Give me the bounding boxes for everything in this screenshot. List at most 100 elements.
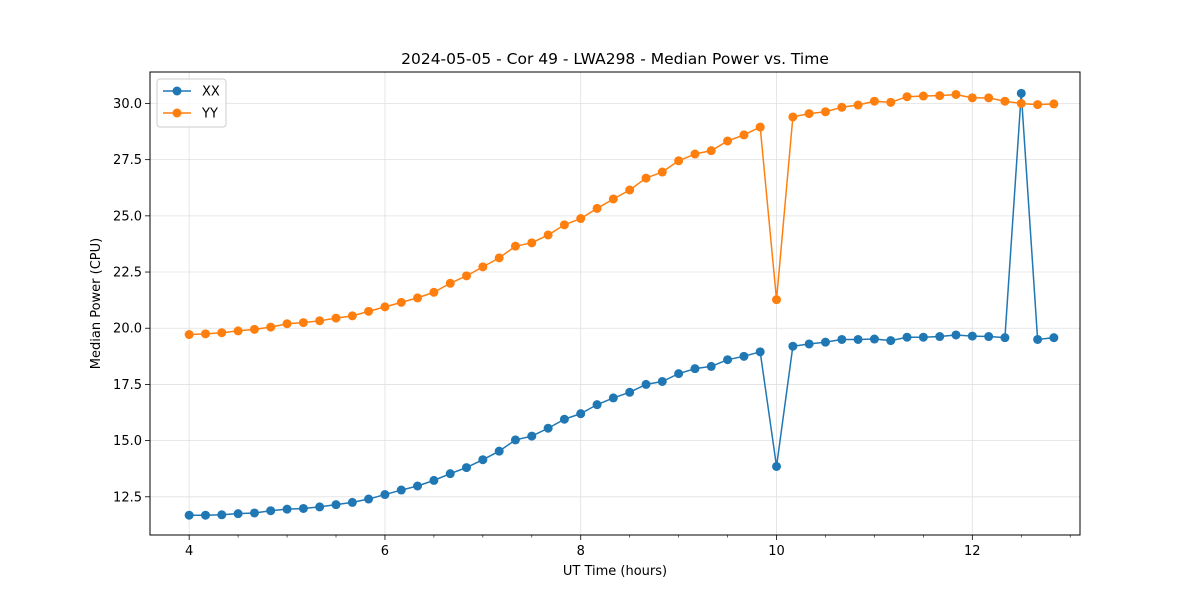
data-point-xx xyxy=(984,332,994,342)
data-point-xx xyxy=(674,369,684,379)
data-point-xx xyxy=(315,502,325,512)
y-tick-label: 20.0 xyxy=(113,322,142,337)
data-point-yy xyxy=(576,214,586,224)
data-point-xx xyxy=(1049,333,1059,343)
data-point-xx xyxy=(429,475,439,485)
data-point-yy xyxy=(429,287,439,297)
data-point-yy xyxy=(674,156,684,166)
axis-ticks: 4 6 8 10 12 12.5 15.0 17.5 20.0 22.5 25.0 27.5 30.0 xyxy=(113,97,1071,559)
legend-marker-yy xyxy=(172,108,182,118)
y-tick-label: 22.5 xyxy=(113,266,142,281)
x-axis-label: UT Time (hours) xyxy=(563,564,667,579)
y-tick-label: 25.0 xyxy=(113,209,142,224)
data-point-xx xyxy=(739,351,749,361)
data-point-yy xyxy=(559,220,569,230)
data-point-yy xyxy=(772,295,782,305)
y-axis-label: Median Power (CPU) xyxy=(89,238,104,369)
data-point-yy xyxy=(853,100,863,110)
data-point-xx xyxy=(266,506,276,516)
data-point-yy xyxy=(1049,99,1059,109)
data-point-yy xyxy=(331,313,341,323)
legend-label-yy: YY xyxy=(201,107,218,122)
legend: XX YY xyxy=(156,78,227,128)
data-point-yy xyxy=(282,319,292,329)
data-point-xx xyxy=(201,510,211,520)
data-point-xx xyxy=(837,334,847,344)
data-point-xx xyxy=(935,332,945,342)
y-tick-label: 30.0 xyxy=(113,97,142,112)
data-point-xx xyxy=(657,376,667,386)
data-point-yy xyxy=(788,112,798,122)
data-point-xx xyxy=(364,494,374,504)
data-point-xx xyxy=(706,361,716,371)
data-point-xx xyxy=(1033,334,1043,344)
grid xyxy=(150,72,1080,535)
data-point-xx xyxy=(820,337,830,347)
data-point-xx xyxy=(592,400,602,410)
x-tick-label: 6 xyxy=(381,544,389,559)
data-point-yy xyxy=(347,311,357,321)
data-point-xx xyxy=(543,423,553,433)
data-point-yy xyxy=(804,109,814,119)
chart-title: 2024-05-05 - Cor 49 - LWA298 - Median Po… xyxy=(401,50,829,68)
data-point-xx xyxy=(853,334,863,344)
data-point-yy xyxy=(527,238,537,248)
data-point-xx xyxy=(902,332,912,342)
data-point-xx xyxy=(527,431,537,441)
data-point-xx xyxy=(918,332,928,342)
data-point-yy xyxy=(445,278,455,288)
plot-frame xyxy=(149,71,1081,536)
data-point-yy xyxy=(984,93,994,103)
data-point-yy xyxy=(706,146,716,156)
data-point-xx xyxy=(396,485,406,495)
data-point-yy xyxy=(1016,98,1026,108)
data-point-yy xyxy=(315,316,325,326)
data-point-xx xyxy=(967,331,977,341)
data-point-yy xyxy=(902,92,912,102)
data-point-xx xyxy=(886,336,896,346)
data-point-yy xyxy=(217,328,227,338)
data-point-xx xyxy=(869,334,879,344)
y-tick-label: 15.0 xyxy=(113,434,142,449)
data-point-xx xyxy=(625,387,635,397)
data-point-xx xyxy=(331,500,341,510)
y-tick-label: 17.5 xyxy=(113,378,142,393)
x-tick-label: 4 xyxy=(185,544,193,559)
data-point-yy xyxy=(641,173,651,183)
data-point-yy xyxy=(935,91,945,101)
data-point-xx xyxy=(559,414,569,424)
data-point-xx xyxy=(788,341,798,351)
data-point-xx xyxy=(461,463,471,473)
series-xx xyxy=(184,88,1059,520)
x-tick-label: 12 xyxy=(964,544,981,559)
data-point-yy xyxy=(184,330,194,340)
data-point-xx xyxy=(494,446,504,456)
data-point-yy xyxy=(739,130,749,140)
data-point-yy xyxy=(201,329,211,339)
data-point-xx xyxy=(413,481,423,491)
data-point-yy xyxy=(837,102,847,112)
data-point-yy xyxy=(249,324,259,334)
data-point-xx xyxy=(298,503,308,513)
series-yy xyxy=(184,89,1059,340)
data-point-xx xyxy=(772,461,782,471)
y-tick-label: 27.5 xyxy=(113,153,142,168)
data-point-yy xyxy=(413,293,423,303)
data-point-yy xyxy=(869,96,879,106)
data-point-yy xyxy=(266,322,276,332)
data-point-yy xyxy=(1000,96,1010,106)
data-point-xx xyxy=(641,379,651,389)
data-point-xx xyxy=(690,364,700,374)
legend-marker-xx xyxy=(172,86,182,96)
data-point-xx xyxy=(804,339,814,349)
data-point-yy xyxy=(657,167,667,177)
data-point-yy xyxy=(625,185,635,195)
data-point-yy xyxy=(820,107,830,117)
data-point-xx xyxy=(184,510,194,520)
data-point-xx xyxy=(380,490,390,500)
x-tick-label: 10 xyxy=(768,544,785,559)
data-point-xx xyxy=(951,330,961,340)
data-point-xx xyxy=(249,508,259,518)
y-tick-label: 12.5 xyxy=(113,490,142,505)
data-point-xx xyxy=(233,509,243,519)
